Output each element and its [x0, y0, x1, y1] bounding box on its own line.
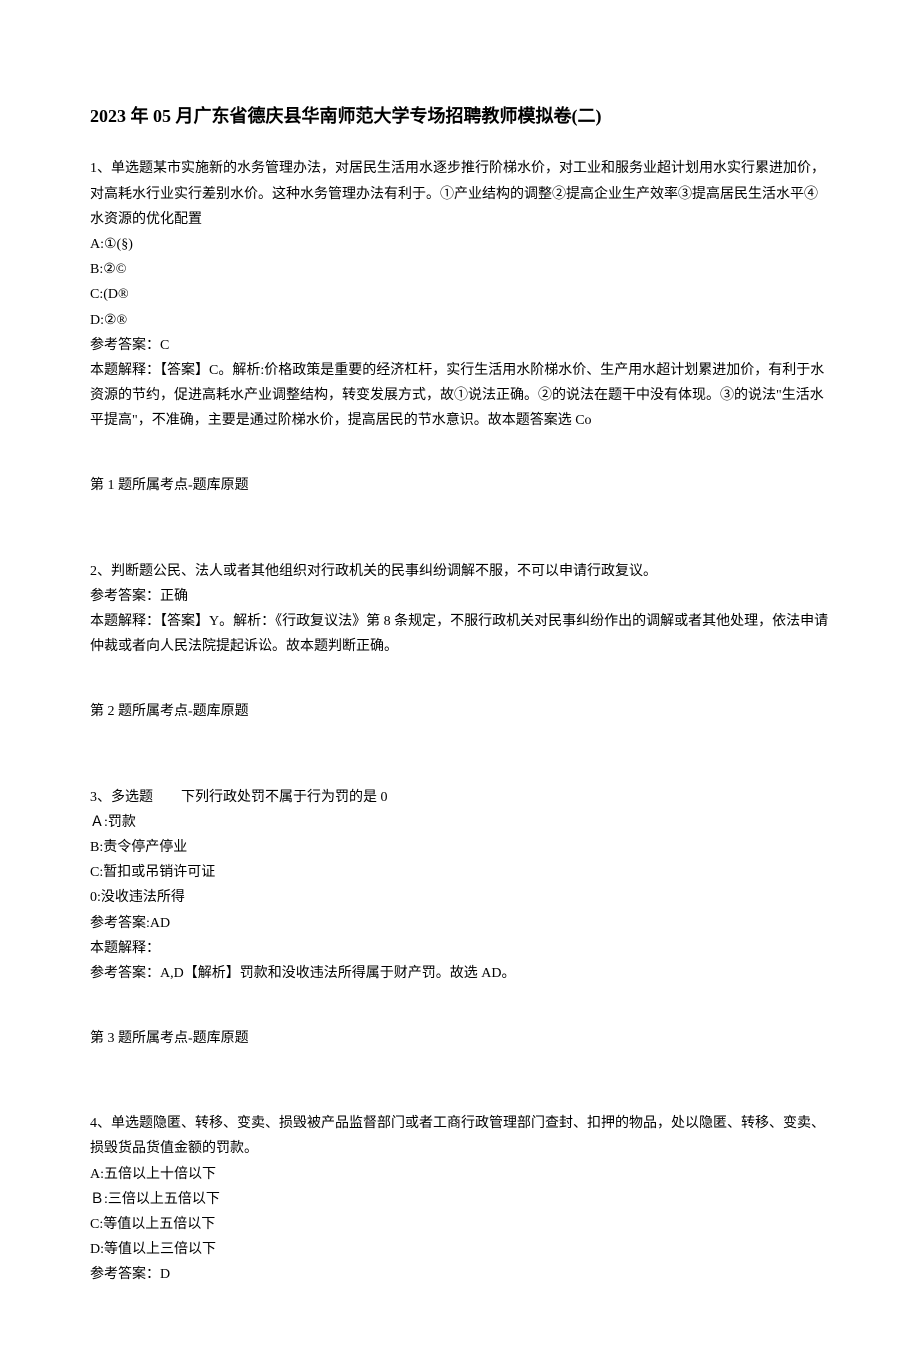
- answer-label: 参考答案：D: [90, 1262, 830, 1287]
- question-4: 4、单选题隐匿、转移、变卖、损毁被产品监督部门或者工商行政管理部门查封、扣押的物…: [90, 1111, 830, 1287]
- question-stem: 1、单选题某市实施新的水务管理办法，对居民生活用水逐步推行阶梯水价，对工业和服务…: [90, 156, 830, 232]
- answer-label: 参考答案:AD: [90, 911, 830, 936]
- question-3: 3、多选题 下列行政处罚不属于行为罚的是 0 Ａ:罚款 B:责令停产停业 C:暂…: [90, 785, 830, 987]
- option-b: B:②©: [90, 257, 830, 282]
- explanation: 本题解释：【答案】Y。解析：《行政复议法》第 8 条规定，不服行政机关对民事纠纷…: [90, 609, 830, 659]
- topic-reference: 第 3 题所属考点-题库原题: [90, 1026, 830, 1051]
- option-c: C:暂扣或吊销许可证: [90, 860, 830, 885]
- option-d: D:②®: [90, 308, 830, 333]
- option-a: A:五倍以上十倍以下: [90, 1162, 830, 1187]
- answer-label: 参考答案：C: [90, 333, 830, 358]
- topic-reference: 第 2 题所属考点-题库原题: [90, 699, 830, 724]
- option-d: 0:没收违法所得: [90, 885, 830, 910]
- explanation: 本题解释：【答案】C。解析:价格政策是重要的经济杠杆，实行生活用水阶梯水价、生产…: [90, 358, 830, 434]
- option-c: C:等值以上五倍以下: [90, 1212, 830, 1237]
- option-a: A:①(§): [90, 232, 830, 257]
- option-d: D:等值以上三倍以下: [90, 1237, 830, 1262]
- question-stem: 4、单选题隐匿、转移、变卖、损毁被产品监督部门或者工商行政管理部门查封、扣押的物…: [90, 1111, 830, 1161]
- explanation: 本题解释： 参考答案：A,D【解析】罚款和没收违法所得属于财产罚。故选 AD。: [90, 936, 830, 986]
- question-stem: 3、多选题 下列行政处罚不属于行为罚的是 0: [90, 785, 830, 810]
- option-b: Ｂ:三倍以上五倍以下: [90, 1187, 830, 1212]
- topic-reference: 第 1 题所属考点-题库原题: [90, 473, 830, 498]
- option-a: Ａ:罚款: [90, 810, 830, 835]
- question-1: 1、单选题某市实施新的水务管理办法，对居民生活用水逐步推行阶梯水价，对工业和服务…: [90, 156, 830, 433]
- question-2: 2、判断题公民、法人或者其他组织对行政机关的民事纠纷调解不服，不可以申请行政复议…: [90, 559, 830, 660]
- option-b: B:责令停产停业: [90, 835, 830, 860]
- question-stem: 2、判断题公民、法人或者其他组织对行政机关的民事纠纷调解不服，不可以申请行政复议…: [90, 559, 830, 584]
- option-c: C:(D®: [90, 282, 830, 307]
- document-title: 2023 年 05 月广东省德庆县华南师范大学专场招聘教师模拟卷(二): [90, 100, 830, 132]
- answer-label: 参考答案：正确: [90, 584, 830, 609]
